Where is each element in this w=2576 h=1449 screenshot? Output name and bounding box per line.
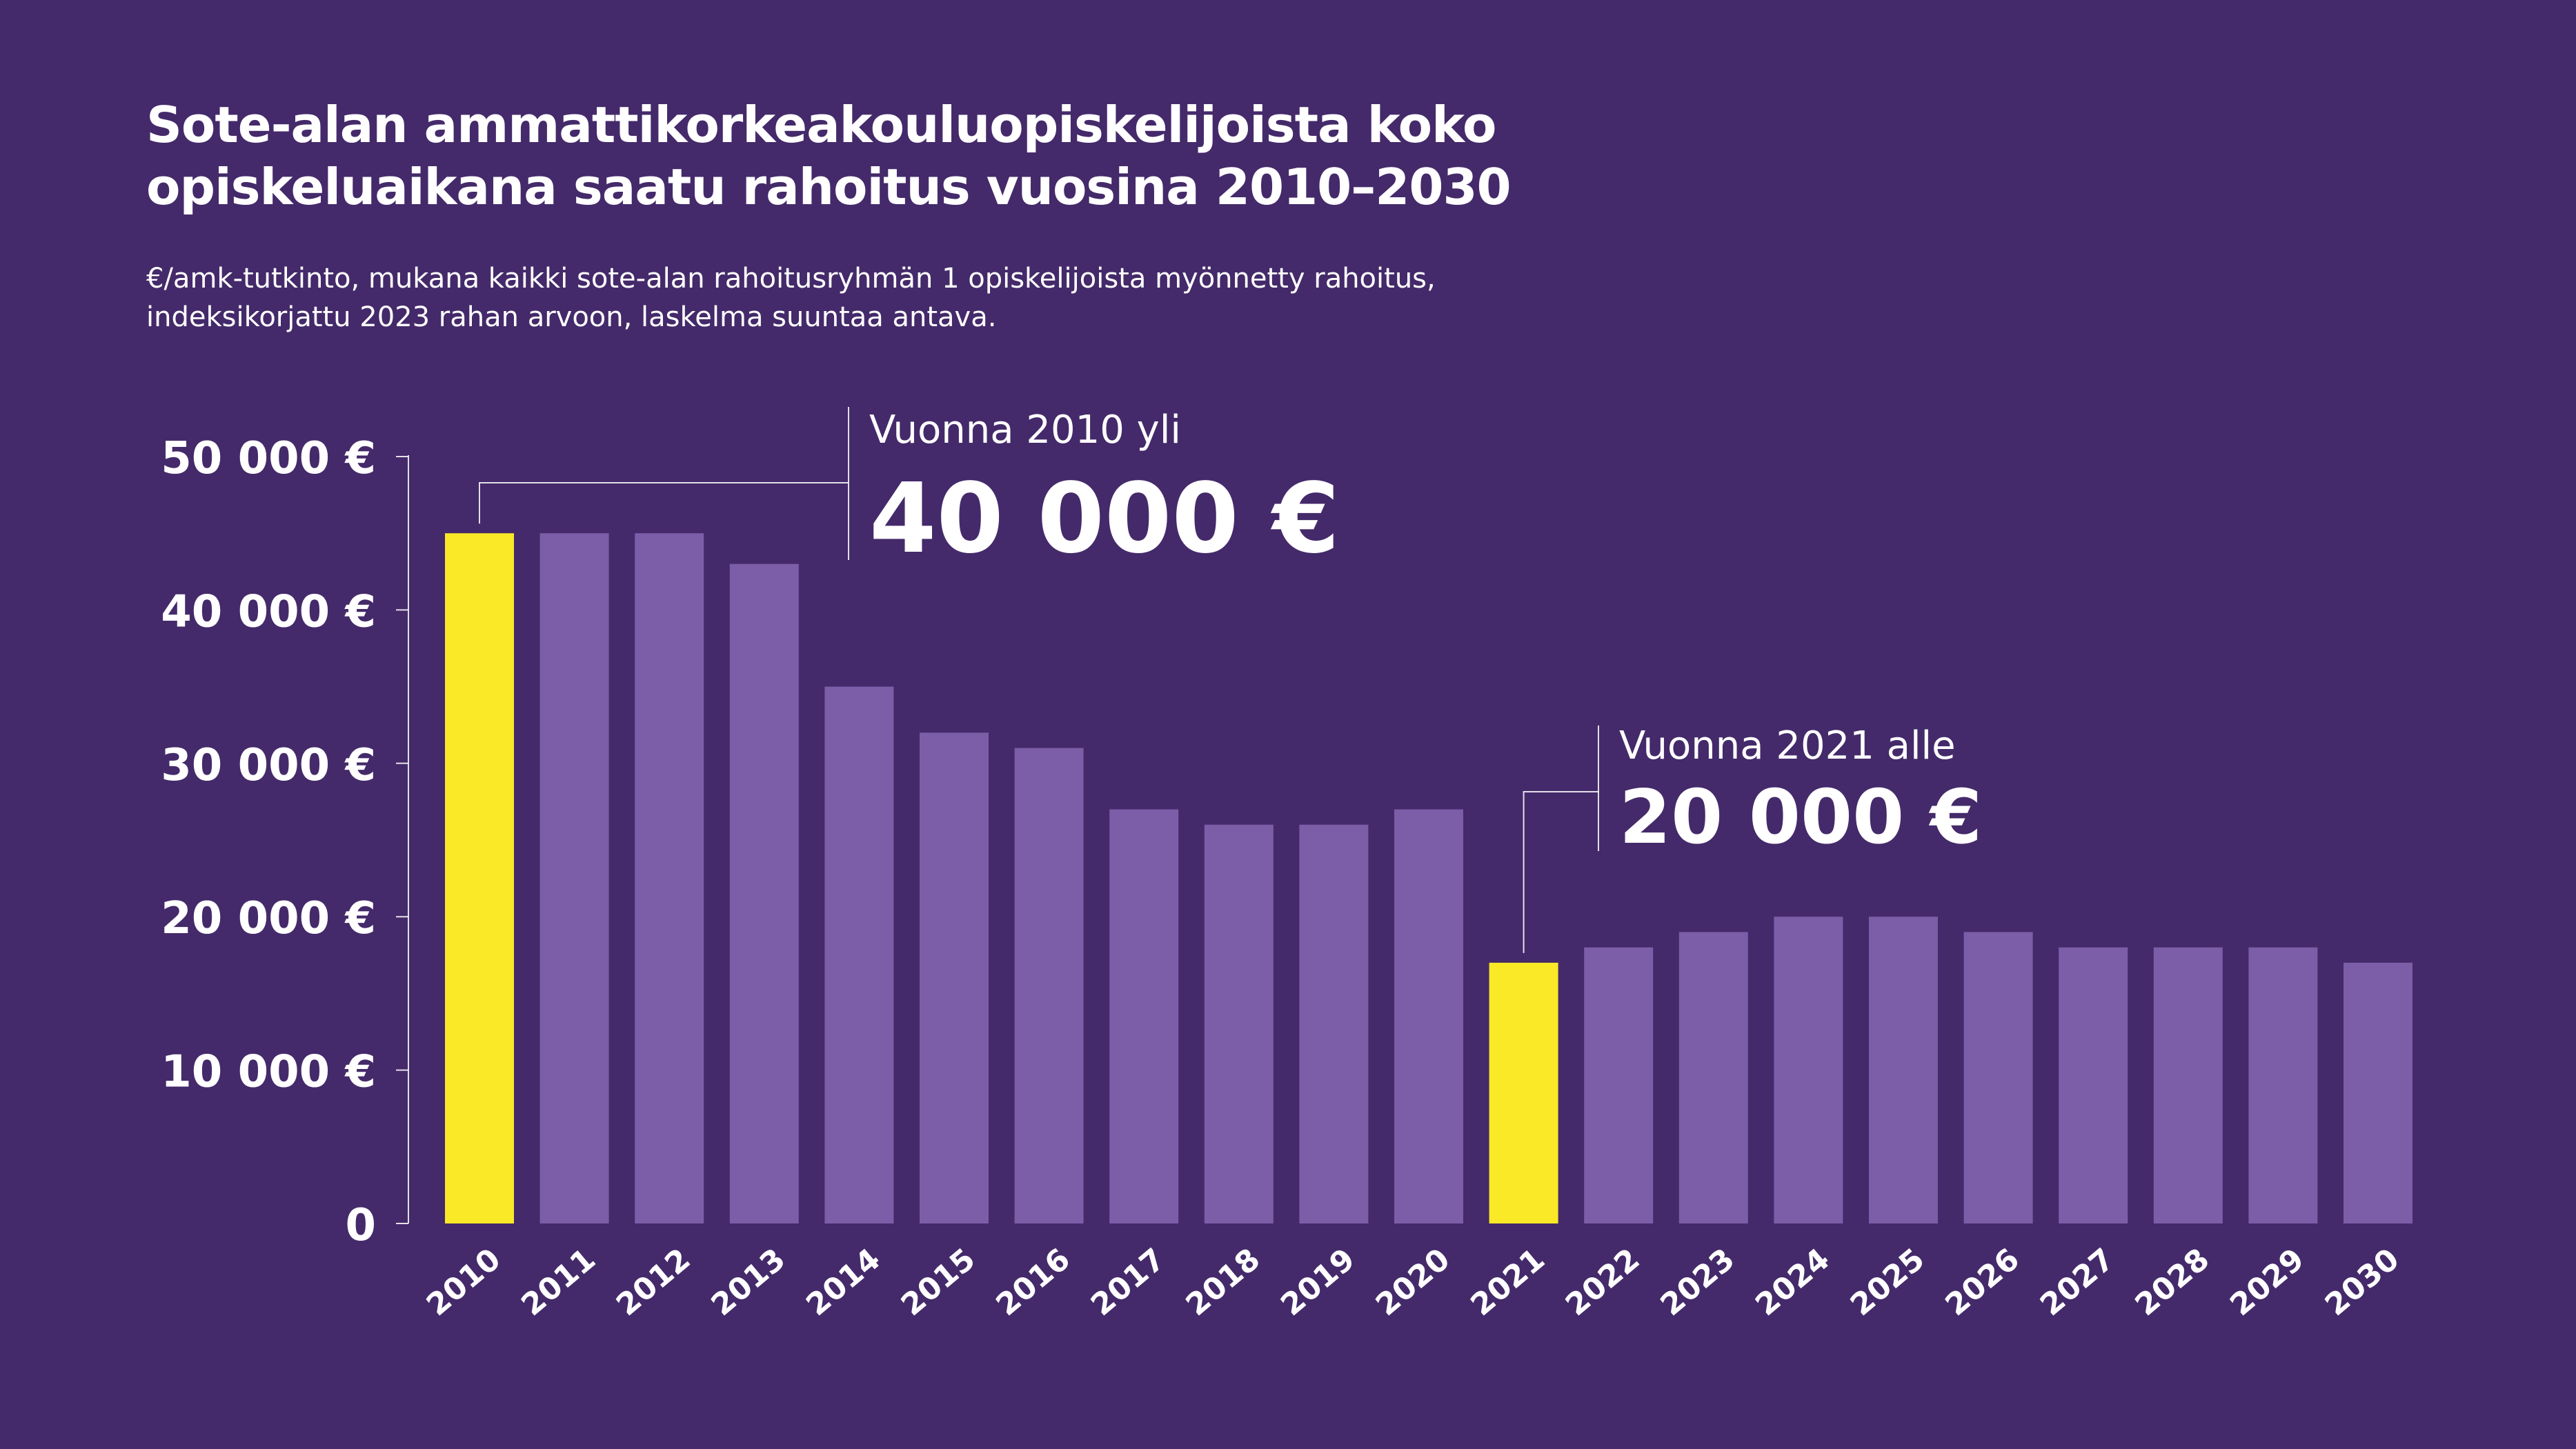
- bar-2029: [2248, 947, 2318, 1223]
- x-tick-label: 2012: [610, 1241, 697, 1323]
- bar-2010: [445, 533, 514, 1223]
- chart-title-line: opiskeluaikana saatu rahoitus vuosina 20…: [146, 158, 1512, 216]
- bar-2026: [1963, 932, 2033, 1223]
- x-tick-label: 2023: [1654, 1241, 1742, 1323]
- x-tick-label: 2025: [1844, 1241, 1932, 1323]
- x-tick-label: 2028: [2129, 1241, 2217, 1323]
- bar-2016: [1014, 748, 1084, 1223]
- x-tick-label: 2024: [1749, 1241, 1836, 1323]
- bar-2015: [920, 732, 989, 1223]
- x-tick-label: 2027: [2034, 1241, 2121, 1323]
- bar-2022: [1584, 947, 1654, 1223]
- bar-2030: [2344, 962, 2412, 1223]
- bar-2028: [2153, 947, 2223, 1223]
- y-tick-label: 50 000 €: [161, 433, 376, 484]
- bar-2025: [1869, 917, 1938, 1223]
- bar-2019: [1299, 824, 1369, 1223]
- x-tick-label: 2026: [1939, 1241, 2026, 1323]
- annotation-value: 20 000 €: [1619, 775, 1982, 861]
- bar-2012: [635, 533, 704, 1223]
- bar-2024: [1774, 917, 1843, 1223]
- x-tick-label: 2020: [1369, 1241, 1457, 1323]
- bar-2027: [2059, 947, 2128, 1223]
- x-tick-label: 2014: [800, 1241, 887, 1323]
- annotation-value: 40 000 €: [869, 463, 1340, 575]
- x-tick-label: 2021: [1464, 1241, 1552, 1323]
- x-tick-label: 2015: [895, 1241, 982, 1323]
- bar-2018: [1204, 824, 1274, 1223]
- chart-subtitle-line: €/amk-tutkinto, mukana kaikki sote-alan …: [146, 263, 1436, 294]
- y-tick-label: 30 000 €: [161, 740, 376, 791]
- annotation-label: Vuonna 2021 alle: [1619, 723, 1956, 768]
- y-tick-label: 40 000 €: [161, 586, 376, 637]
- x-tick-label: 2017: [1084, 1241, 1172, 1323]
- bar-2017: [1109, 809, 1179, 1223]
- x-tick-label: 2018: [1180, 1241, 1267, 1323]
- bar-2011: [539, 533, 609, 1223]
- chart-title: Sote-alan ammattikorkeakouluopiskelijois…: [146, 94, 1871, 218]
- x-tick-label: 2022: [1559, 1241, 1647, 1323]
- bar-2023: [1678, 932, 1748, 1223]
- x-tick-label: 2019: [1274, 1241, 1362, 1323]
- x-tick-label: 2013: [705, 1241, 793, 1323]
- x-tick-label: 2016: [989, 1241, 1077, 1323]
- y-tick-label: 0: [345, 1200, 376, 1251]
- chart-title-line: Sote-alan ammattikorkeakouluopiskelijois…: [146, 96, 1497, 154]
- bar-2021: [1489, 962, 1558, 1223]
- x-tick-label: 2011: [515, 1241, 602, 1323]
- annotation-leader: [1523, 791, 1598, 953]
- y-tick-label: 10 000 €: [161, 1047, 376, 1098]
- bar-2013: [729, 563, 799, 1223]
- x-tick-label: 2010: [420, 1241, 508, 1323]
- annotation-leader: [479, 482, 849, 524]
- y-tick-label: 20 000 €: [161, 893, 376, 944]
- chart-subtitle-line: indeksikorjattu 2023 rahan arvoon, laske…: [146, 301, 997, 333]
- chart-subtitle: €/amk-tutkinto, mukana kaikki sote-alan …: [146, 259, 1940, 337]
- x-tick-label: 2030: [2319, 1241, 2406, 1323]
- bar-2020: [1394, 809, 1463, 1223]
- x-tick-label: 2029: [2223, 1241, 2311, 1323]
- bar-2014: [824, 686, 894, 1223]
- annotation-label: Vuonna 2010 yli: [869, 408, 1181, 452]
